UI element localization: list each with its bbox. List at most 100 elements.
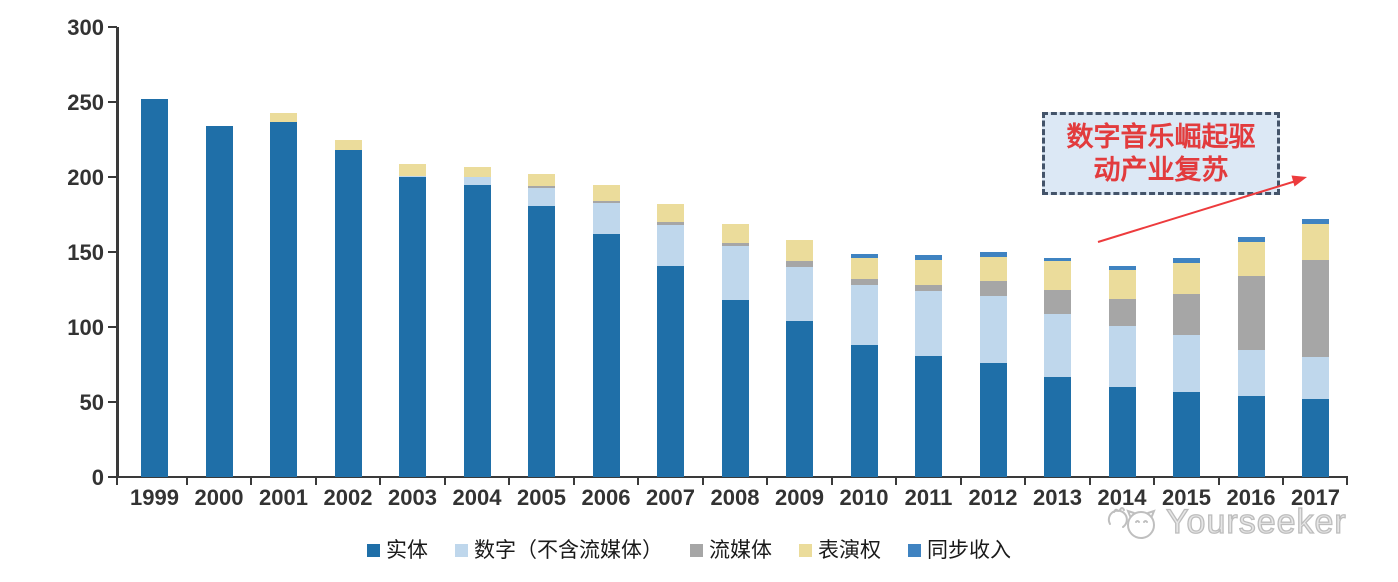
y-axis-tick-label: 300 xyxy=(67,15,104,40)
bar-segment-2006 xyxy=(592,201,620,203)
bar-segment-2011 xyxy=(915,255,942,260)
bar-segment-2013 xyxy=(1044,289,1071,314)
y-axis-tick-label: 200 xyxy=(67,165,104,190)
y-axis-tick xyxy=(108,101,117,103)
bar-segment-2017 xyxy=(1302,259,1329,357)
x-axis-label-2006: 2006 xyxy=(581,485,631,510)
annotation-callout: 数字音乐崛起驱 动产业复苏 xyxy=(1042,112,1280,195)
legend: 实体 数字（不含流媒体） 流媒体 表演权 同步收入 xyxy=(367,540,1011,561)
bar-segment-2006 xyxy=(592,202,620,234)
bar-segment-2017 xyxy=(1302,219,1329,224)
bar-segment-2015 xyxy=(1173,334,1200,392)
bar-segment-2011 xyxy=(915,355,942,477)
x-axis-label-1999: 1999 xyxy=(130,485,179,510)
bar-segment-2008 xyxy=(721,243,749,246)
watermark: Yourseeker xyxy=(1106,502,1347,542)
y-axis-tick xyxy=(108,251,117,253)
x-axis-tick xyxy=(250,478,253,485)
bar-segment-2008 xyxy=(721,246,749,300)
bar-segment-2005 xyxy=(528,205,555,477)
x-axis-label-2016: 2016 xyxy=(1226,485,1276,510)
y-axis-tick xyxy=(108,326,117,328)
y-axis-tick-label: 150 xyxy=(67,240,104,265)
bar-segment-2009 xyxy=(786,267,813,321)
bar-segment-2010 xyxy=(850,253,878,258)
x-axis-label-2007: 2007 xyxy=(646,485,695,510)
bar-segment-2014 xyxy=(1108,387,1136,477)
x-axis-tick xyxy=(572,478,575,485)
x-axis-tick xyxy=(1282,478,1285,485)
bar-segment-2013 xyxy=(1044,313,1071,377)
bar-segment-2003 xyxy=(399,175,426,177)
bar-segment-2004 xyxy=(463,184,491,477)
legend-item: 同步收入 xyxy=(908,540,1011,561)
bar-segment-2015 xyxy=(1173,258,1200,263)
x-axis-label-2002: 2002 xyxy=(323,485,373,510)
bar-segment-2016 xyxy=(1237,241,1265,276)
legend-label: 实体 xyxy=(386,539,428,562)
y-axis-tick-label: 100 xyxy=(67,315,104,340)
bar-segment-2008 xyxy=(721,223,749,243)
y-axis-tick-label: 0 xyxy=(91,465,104,490)
bar-segment-2011 xyxy=(915,259,942,285)
annotation-text-line1: 数字音乐崛起驱 xyxy=(1066,121,1256,152)
bar-segment-2012 xyxy=(979,295,1007,363)
legend-item: 表演权 xyxy=(799,540,881,561)
x-axis-label-2011: 2011 xyxy=(904,485,953,510)
bar-segment-2016 xyxy=(1237,237,1265,242)
yourseeker-logo-icon xyxy=(1107,507,1156,539)
x-axis-label-2012: 2012 xyxy=(968,485,1018,510)
bar-segment-2001 xyxy=(270,121,297,477)
bar-segment-2007 xyxy=(657,222,684,225)
x-axis-label-2001: 2001 xyxy=(259,485,308,510)
legend-label: 同步收入 xyxy=(927,539,1011,562)
x-axis-tick xyxy=(443,478,446,485)
bar-segment-2009 xyxy=(786,321,813,477)
y-axis-tick xyxy=(108,476,117,478)
x-axis-label-2017: 2017 xyxy=(1291,485,1340,510)
bar-segment-2001 xyxy=(270,112,297,122)
x-axis-tick xyxy=(830,478,833,485)
x-axis-tick xyxy=(508,478,511,485)
bar-segment-2009 xyxy=(786,240,813,261)
bar-segment-2009 xyxy=(786,261,813,267)
bar-segment-2005 xyxy=(528,186,555,188)
x-axis-tick xyxy=(379,478,382,485)
bar-segment-2004 xyxy=(463,166,491,177)
y-axis-tick-label: 50 xyxy=(79,390,104,415)
x-axis-label-2015: 2015 xyxy=(1162,485,1211,510)
x-axis-tick xyxy=(1346,478,1348,485)
bar-segment-2003 xyxy=(399,177,426,477)
bar-segment-2017 xyxy=(1302,223,1329,260)
x-axis-tick xyxy=(1024,478,1027,485)
bar-segment-2014 xyxy=(1108,270,1136,299)
legend-swatch-icon xyxy=(799,544,812,557)
legend-swatch-icon xyxy=(908,544,921,557)
x-axis-tick xyxy=(1153,478,1156,485)
legend-label: 数字（不含流媒体） xyxy=(474,539,663,562)
x-axis-tick xyxy=(637,478,640,485)
annotation-arrow-head xyxy=(1291,175,1307,187)
watermark-brand: Yourseeker xyxy=(1165,503,1347,541)
legend-item: 实体 xyxy=(367,540,428,561)
legend-swatch-icon xyxy=(455,544,468,557)
y-axis-tick xyxy=(108,26,117,28)
bar-segment-2016 xyxy=(1237,276,1265,350)
y-axis-tick-label: 250 xyxy=(67,90,104,115)
bar-segment-2010 xyxy=(850,285,878,345)
bar-segment-2016 xyxy=(1237,349,1265,396)
bar-segment-2013 xyxy=(1044,261,1071,290)
bar-segment-2017 xyxy=(1302,357,1329,399)
bar-segment-2006 xyxy=(592,234,620,477)
bar-segment-2016 xyxy=(1237,396,1265,477)
bar-segment-2005 xyxy=(528,174,555,186)
x-axis-label-2014: 2014 xyxy=(1097,485,1147,510)
x-axis-label-2013: 2013 xyxy=(1033,485,1082,510)
x-axis-label-2005: 2005 xyxy=(517,485,566,510)
bar-segment-2002 xyxy=(334,150,362,477)
bar-segment-2014 xyxy=(1108,298,1136,326)
bar-segment-2012 xyxy=(979,363,1007,477)
x-axis-label-2000: 2000 xyxy=(194,485,244,510)
bar-segment-2011 xyxy=(915,291,942,356)
